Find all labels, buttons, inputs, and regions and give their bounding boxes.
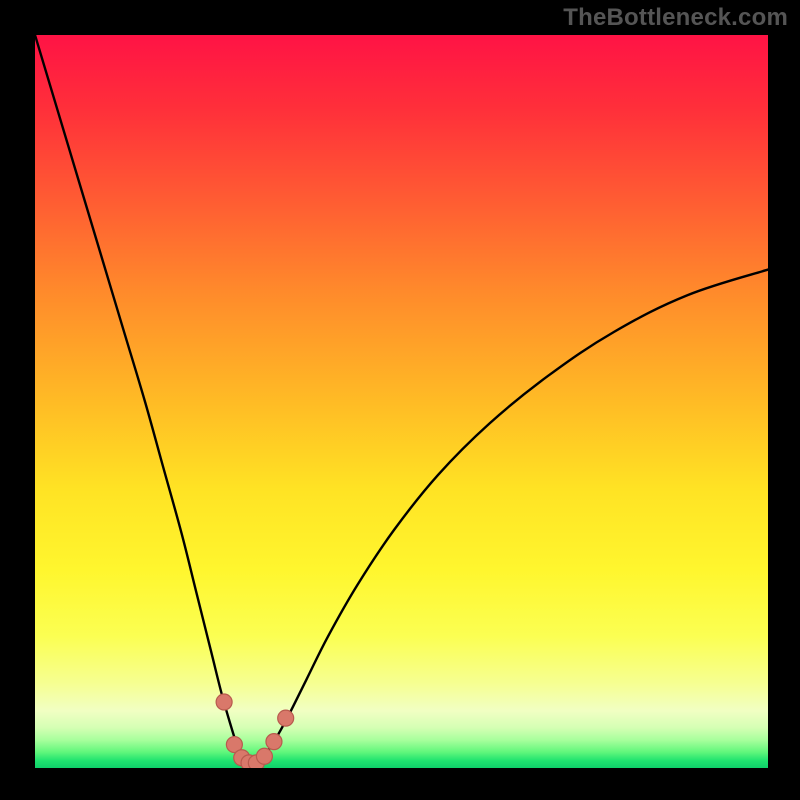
curve-marker xyxy=(216,694,232,710)
plot-area xyxy=(35,35,768,768)
curve-marker xyxy=(256,748,272,764)
chart-stage: TheBottleneck.com xyxy=(0,0,800,800)
curve-marker xyxy=(278,710,294,726)
curve-marker xyxy=(266,734,282,750)
bottleneck-chart xyxy=(35,35,768,768)
watermark-text: TheBottleneck.com xyxy=(563,4,788,32)
